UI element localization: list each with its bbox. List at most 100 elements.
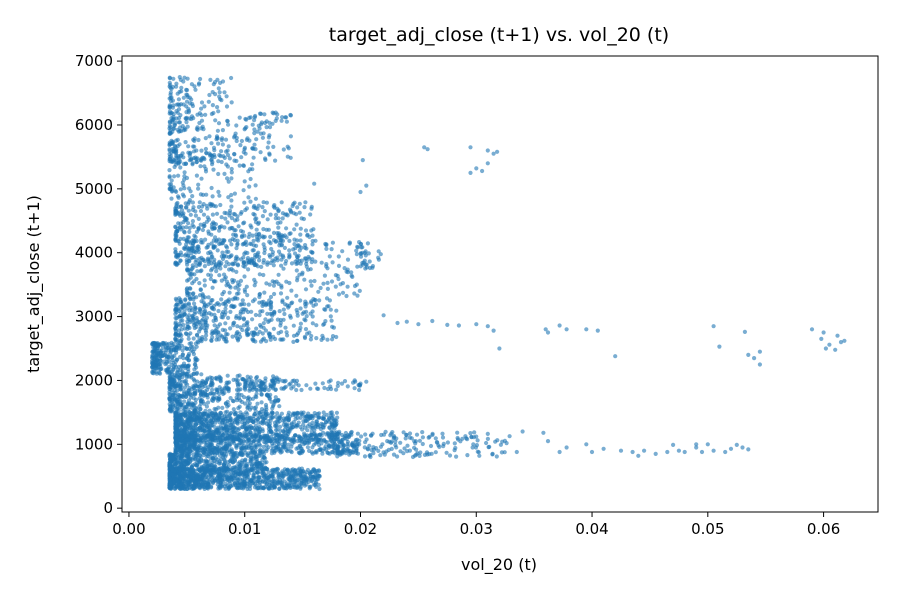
scatter-point [212,226,217,231]
scatter-point [180,450,185,455]
scatter-point [205,215,210,220]
scatter-point [209,338,214,343]
scatter-point [279,233,284,238]
scatter-point [232,451,237,456]
scatter-point [179,314,184,319]
scatter-point [325,304,330,309]
scatter-point [242,200,247,205]
scatter-point [224,446,229,451]
scatter-point [235,324,240,329]
scatter-point [221,455,226,460]
scatter-point [203,237,208,242]
scatter-point [195,357,200,362]
scatter-point [296,420,301,425]
scatter-point [314,484,319,489]
scatter-point [196,450,201,455]
scatter-point [283,378,288,383]
scatter-point [298,481,303,486]
scatter-point [188,331,193,336]
scatter-point [290,300,295,305]
scatter-point [226,299,231,304]
scatter-point [316,386,321,391]
scatter-point [264,339,269,344]
scatter-point [250,385,255,390]
scatter-point [345,384,350,389]
scatter-point [278,317,283,323]
scatter-point [281,470,286,475]
scatter-point [280,253,285,258]
scatter-point [230,465,235,470]
scatter-point [270,469,275,474]
scatter-point [395,454,400,459]
scatter-point [266,227,271,232]
scatter-point [215,457,220,462]
scatter-point [225,332,230,337]
scatter-point [339,381,345,386]
scatter-point [473,445,478,450]
scatter-point [197,200,202,205]
scatter-point [287,382,292,387]
scatter-point [208,276,213,282]
scatter-point [196,384,201,389]
scatter-point [502,450,507,455]
scatter-point [192,481,197,486]
scatter-point [280,433,285,438]
scatter-point [253,408,258,413]
scatter-point [262,209,267,214]
scatter-point [244,242,249,247]
scatter-point [222,272,227,277]
scatter-point [257,258,262,263]
scatter-point [275,467,280,472]
scatter-point [217,395,222,400]
scatter-point [178,433,183,438]
scatter-point [309,206,314,211]
scatter-point [191,336,196,341]
scatter-point [175,474,180,479]
scatter-point [198,406,203,411]
scatter-point [241,482,246,487]
scatter-point [195,269,200,274]
scatter-point [192,430,197,435]
scatter-point [414,447,419,452]
scatter-point [205,413,210,418]
scatter-point [261,258,266,263]
scatter-point [238,410,243,415]
scatter-point [298,325,303,330]
scatter-point [173,328,178,334]
scatter-point [271,374,276,379]
scatter-point [245,256,251,261]
scatter-point [277,309,282,314]
scatter-point [224,244,229,249]
scatter-point [292,227,297,232]
scatter-point [208,203,213,208]
scatter-point [218,482,223,487]
scatter-point [270,437,275,442]
scatter-point [196,244,201,249]
scatter-point [259,392,264,397]
scatter-point [225,164,230,169]
scatter-point [192,390,197,395]
scatter-point [286,436,291,441]
scatter-point [211,220,216,225]
scatter-point [193,213,198,218]
scatter-point [231,211,236,217]
scatter-point [313,470,318,475]
scatter-point [252,212,257,217]
scatter-point [188,443,193,448]
scatter-point [249,448,254,453]
scatter-point [293,413,298,418]
scatter-point [435,440,440,445]
scatter-point [389,431,394,436]
scatter-point [173,437,178,442]
scatter-point [253,183,258,188]
scatter-point [188,456,193,461]
scatter-point [210,330,215,336]
scatter-point [216,171,221,177]
scatter-point [184,473,189,478]
scatter-point [206,229,211,234]
scatter-point [204,245,209,250]
scatter-point [302,245,308,250]
scatter-point [208,418,213,423]
scatter-point [217,225,222,230]
scatter-point [294,485,299,490]
